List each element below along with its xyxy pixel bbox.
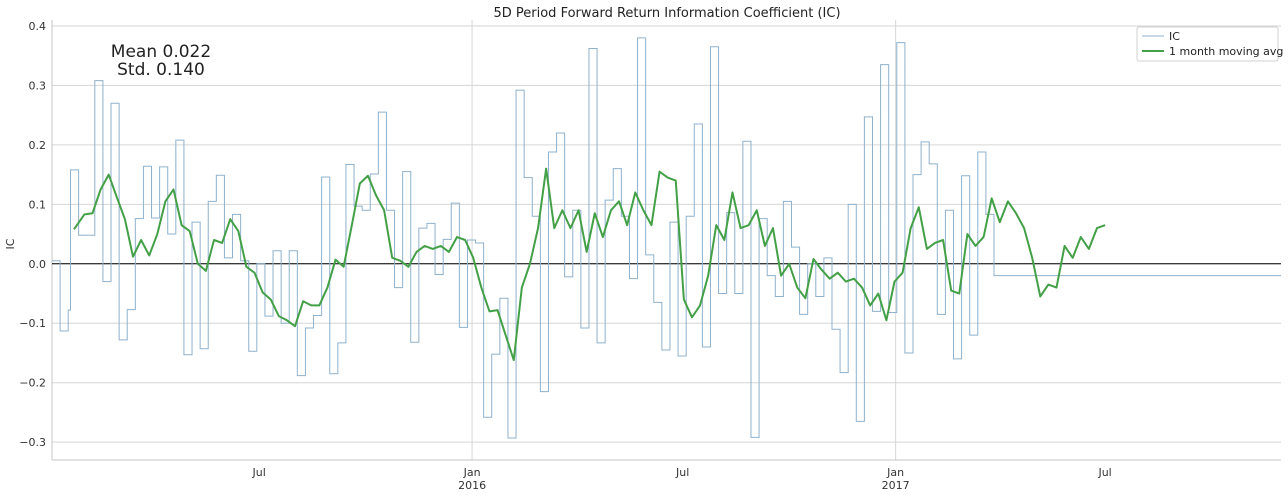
series-layer xyxy=(52,37,1281,439)
legend-ic-label: IC xyxy=(1169,30,1180,43)
y-tick-label: 0.3 xyxy=(29,79,47,92)
x-tick-year-label: 2017 xyxy=(882,479,910,492)
x-tick-label: Jan xyxy=(886,466,904,479)
mean-stat: Mean 0.022 xyxy=(111,42,211,62)
moving-avg-series-line xyxy=(73,167,1106,362)
x-tick-label: Jan xyxy=(463,466,481,479)
y-tick-label: −0.1 xyxy=(19,317,46,330)
x-tick-label: Jul xyxy=(252,466,266,479)
grid-layer xyxy=(52,20,1281,460)
y-tick-label: 0.0 xyxy=(29,258,47,271)
std-stat: Std. 0.140 xyxy=(117,60,205,80)
x-tick-year-label: 2016 xyxy=(458,479,486,492)
x-tick-label: Jul xyxy=(675,466,689,479)
x-tick-label: Jul xyxy=(1097,466,1111,479)
legend-ma-label: 1 month moving avg xyxy=(1169,45,1283,58)
y-tick-label: −0.3 xyxy=(19,436,46,449)
y-tick-label: 0.4 xyxy=(29,20,47,33)
legend: IC 1 month moving avg xyxy=(1136,26,1283,62)
y-tick-label: −0.2 xyxy=(19,377,46,390)
y-tick-label: 0.1 xyxy=(29,198,47,211)
chart-title: 5D Period Forward Return Information Coe… xyxy=(493,6,840,21)
y-tick-label: 0.2 xyxy=(29,139,47,152)
ic-series-line xyxy=(52,37,1281,439)
y-axis-label: IC xyxy=(4,238,17,249)
legend-box xyxy=(1136,26,1279,62)
